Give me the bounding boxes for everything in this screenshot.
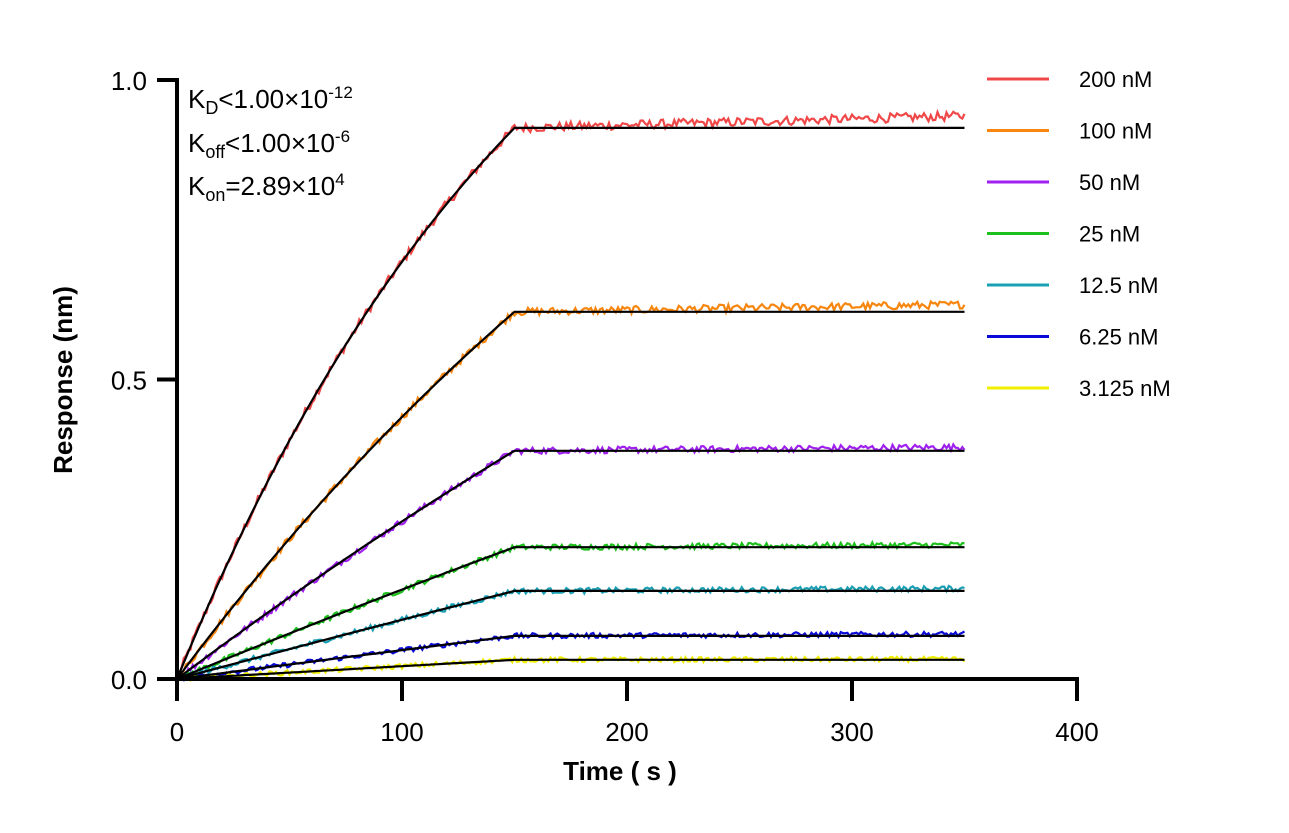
legend: 200 nM 100 nM 50 nM 25 nM 12.5 nM 6.25 nM 3.12… bbox=[987, 67, 1171, 401]
kon-annotation: Kon=2.89×104 bbox=[188, 170, 345, 205]
data-trace-6-25-nM bbox=[176, 630, 966, 682]
legend-label: 25 nM bbox=[1079, 222, 1140, 247]
kd-annotation: KD<1.00×10-12 bbox=[188, 83, 353, 118]
y-tick-label: 0.0 bbox=[111, 665, 147, 695]
annotation: KD<1.00×10-12 Koff<1.00×10-6 Kon=2.89×10… bbox=[188, 83, 353, 205]
fit-line-6-25-nM bbox=[176, 634, 965, 681]
x-tick-label: 100 bbox=[380, 717, 423, 747]
legend-label: 100 nM bbox=[1079, 119, 1152, 144]
x-axis-label: Time ( s ) bbox=[563, 756, 677, 786]
x-tick-label: 400 bbox=[1055, 717, 1098, 747]
y-tick-label: 0.5 bbox=[111, 366, 147, 396]
fit-line-100-nM bbox=[176, 310, 965, 680]
fit-lines bbox=[175, 126, 965, 681]
legend-label: 3.125 nM bbox=[1079, 376, 1171, 401]
y-axis-label: Response (nm) bbox=[48, 286, 78, 474]
x-tick-label: 300 bbox=[830, 717, 873, 747]
fit-line-12-5-nM bbox=[176, 589, 965, 681]
axes: 0 100 200 300 400 0.0 0.5 1.0 bbox=[111, 66, 1099, 747]
fit-line-3-125-nM bbox=[176, 658, 965, 681]
fit-line-200-nM bbox=[175, 126, 965, 680]
data-trace-100-nM bbox=[176, 299, 966, 680]
legend-label: 12.5 nM bbox=[1079, 273, 1159, 298]
legend-label: 6.25 nM bbox=[1079, 325, 1159, 350]
x-tick-label: 0 bbox=[170, 717, 184, 747]
fit-line-25-nM bbox=[176, 546, 965, 681]
legend-label: 200 nM bbox=[1079, 67, 1152, 92]
fit-line-50-nM bbox=[176, 449, 965, 680]
x-tick-label: 200 bbox=[605, 717, 648, 747]
data-trace-50-nM bbox=[176, 442, 966, 680]
data-trace-25-nM bbox=[176, 539, 965, 681]
legend-label: 50 nM bbox=[1079, 170, 1140, 195]
y-tick-label: 1.0 bbox=[111, 66, 147, 96]
koff-annotation: Koff<1.00×10-6 bbox=[188, 127, 350, 162]
